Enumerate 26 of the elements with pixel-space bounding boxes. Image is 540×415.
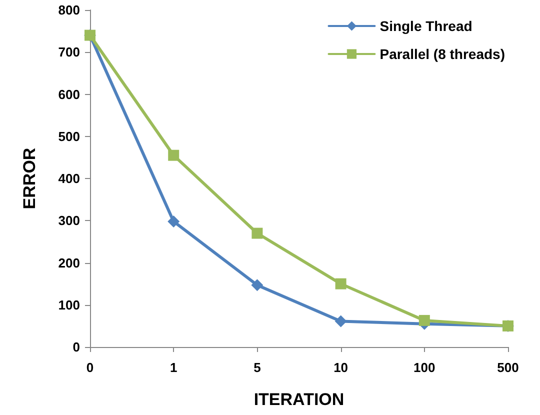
- y-tick-label: 600: [58, 86, 80, 102]
- y-tick-label: 300: [58, 213, 80, 228]
- y-tick-label: 500: [58, 128, 80, 144]
- y-tick-label: 0: [72, 340, 80, 354]
- y-tick-label: 400: [58, 171, 80, 186]
- x-tick-label: 1: [170, 360, 178, 375]
- y-tick-label: 700: [58, 44, 80, 60]
- point: [418, 314, 430, 326]
- x-tick-label: 100: [414, 360, 436, 375]
- point: [334, 315, 347, 328]
- y-tick-label: 100: [58, 297, 80, 312]
- x-tick-label: 10: [334, 360, 348, 375]
- point: [252, 228, 263, 239]
- y-tick-label: 800: [58, 2, 80, 18]
- point: [168, 215, 180, 228]
- x-tick-label: 500: [497, 360, 519, 375]
- y-axis-title: ERROR: [20, 148, 39, 210]
- legend-label: Parallel (8 threads): [380, 46, 506, 62]
- point: [251, 279, 264, 292]
- y-tick-label: 200: [58, 255, 80, 270]
- x-tick-label: 0: [86, 360, 94, 375]
- x-axis-title: ITERATION: [254, 390, 344, 409]
- x-tick-label: 5: [254, 360, 261, 375]
- point: [335, 278, 346, 290]
- legend-label: Single Thread: [380, 18, 472, 34]
- point: [168, 150, 180, 161]
